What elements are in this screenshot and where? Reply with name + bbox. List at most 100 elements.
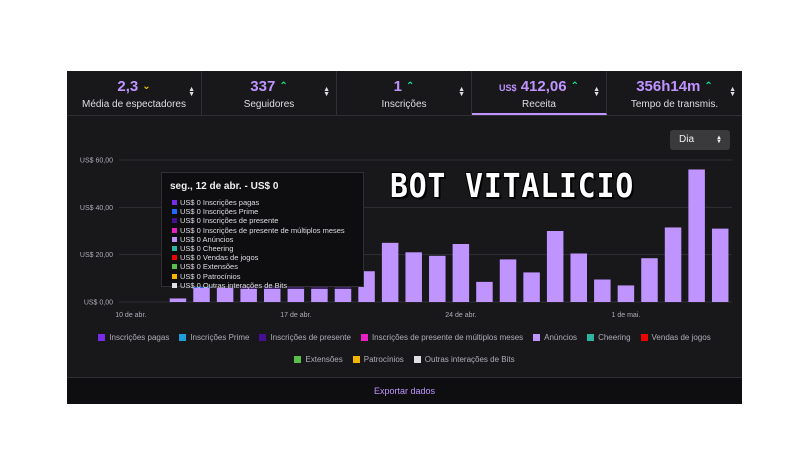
legend-item[interactable]: Cheering <box>587 332 631 342</box>
sort-icon[interactable]: ▲ ▼ <box>593 86 600 98</box>
chart-bar[interactable] <box>641 258 658 302</box>
period-select[interactable]: Dia ▲ ▼ <box>670 130 730 150</box>
legend-row: Inscrições pagas Inscrições Prime Inscriçõ… <box>67 330 742 344</box>
legend-item[interactable]: Inscrições de presente <box>259 333 351 342</box>
legend-item[interactable]: Inscrições Prime <box>179 333 249 342</box>
legend-label: Outras interações de Bits <box>424 354 515 364</box>
legend-item[interactable]: Inscrições de presente de múltiplos mese… <box>360 333 523 342</box>
chart-bar[interactable] <box>546 231 564 302</box>
y-tick-label: US$ 0,00 <box>84 300 113 307</box>
chart-bar[interactable] <box>570 253 588 302</box>
export-data-link[interactable]: Exportar dados <box>373 386 436 396</box>
chart-bar[interactable] <box>216 287 234 302</box>
chart-bar[interactable] <box>334 288 352 302</box>
tooltip-row: US$ 0 Inscrições pagas <box>172 198 363 207</box>
x-tick-label: 1 de mai. <box>612 312 641 319</box>
chart-tooltip: seg., 12 de abr. - US$ 0 US$ 0 Inscriçõe… <box>161 172 364 290</box>
trend-up-icon: ⌃ <box>704 81 713 92</box>
legend-item[interactable]: Outras interações de Bits <box>413 354 515 364</box>
tooltip-swatch <box>172 218 177 224</box>
chart-bar[interactable] <box>476 281 493 302</box>
stat-avg-viewers[interactable]: 2,3 ⌄ Média de espectadores ▲ ▼ <box>67 71 202 115</box>
legend-label: Inscrições Prime <box>190 332 250 342</box>
stat-label: Tempo de transmis. <box>630 99 719 110</box>
chart-bar[interactable] <box>169 298 187 302</box>
legend-item[interactable]: Vendas de jogos <box>640 333 711 342</box>
x-tick-label: 10 de abr. <box>115 312 146 319</box>
tooltip-row: US$ 0 Inscrições Prime <box>172 207 363 216</box>
chart-bar[interactable] <box>193 287 210 302</box>
stat-label: Receita <box>522 99 556 110</box>
watermark-text: BOT VITALICIO <box>390 166 635 205</box>
stat-followers[interactable]: 337 ⌃ Seguidores ▲ ▼ <box>202 71 337 115</box>
x-tick-label: 17 de abr. <box>280 312 311 319</box>
sort-icon[interactable]: ▲ ▼ <box>458 86 465 98</box>
chart-bar[interactable] <box>287 288 305 302</box>
x-tick-label: 24 de abr. <box>445 312 476 319</box>
stat-stream-time[interactable]: 356h14m ⌃ Tempo de transmis. ▲ ▼ <box>607 71 742 115</box>
legend-swatch <box>640 333 648 341</box>
tooltip-swatch <box>172 246 177 252</box>
sort-icon[interactable]: ▲ ▼ <box>729 86 736 98</box>
stat-label: Inscrições <box>381 99 427 110</box>
legend-swatch <box>179 333 187 341</box>
chart-bar[interactable] <box>688 169 705 302</box>
tooltip-row: US$ 0 Outras interações de Bits <box>172 281 363 290</box>
revenue-dashboard: 2,3 ⌄ Média de espectadores ▲ ▼ 337 ⌃ Segui… <box>67 71 742 404</box>
chart-bar[interactable] <box>664 227 682 302</box>
legend-item[interactable]: Anúncios <box>533 333 577 342</box>
chart-bar[interactable] <box>617 285 635 302</box>
trend-up-icon: ⌃ <box>570 81 579 92</box>
stat-label: Seguidores <box>243 99 295 110</box>
legend-swatch <box>360 333 368 341</box>
y-tick-label: US$ 60,00 <box>80 158 113 165</box>
stat-value: 337 <box>250 78 276 95</box>
legend-swatch <box>587 333 595 341</box>
tooltip-swatch <box>172 209 177 215</box>
chart-bar[interactable] <box>311 288 328 302</box>
sort-icon[interactable]: ▲ ▼ <box>188 86 195 98</box>
chart-bar[interactable] <box>711 228 729 302</box>
tooltip-swatch <box>172 227 177 233</box>
legend-label: Patrocínios <box>363 354 404 364</box>
tooltip-row-text: US$ 0 Inscrições pagas <box>180 198 260 208</box>
sort-icon[interactable]: ▲ ▼ <box>323 86 330 98</box>
chart-bar[interactable] <box>264 288 281 302</box>
tooltip-swatch <box>172 282 177 288</box>
legend-item[interactable]: Extensões <box>294 355 343 364</box>
legend-item[interactable]: Patrocínios <box>352 354 404 364</box>
chart-bar[interactable] <box>240 288 257 302</box>
legend-swatch <box>259 333 267 341</box>
stats-bar: 2,3 ⌄ Média de espectadores ▲ ▼ 337 ⌃ Segui… <box>67 71 742 115</box>
chart-bar[interactable] <box>405 252 422 302</box>
chart-bar[interactable] <box>452 244 470 302</box>
chart-bar[interactable] <box>381 242 399 302</box>
tooltip-row-text: US$ 0 Outras interações de Bits <box>180 280 288 290</box>
stat-prefix: US$ <box>499 83 517 93</box>
legend-label: Inscrições de presente <box>270 332 351 342</box>
tooltip-swatch <box>172 236 177 242</box>
tooltip-row: US$ 0 Patrocínios <box>172 272 363 281</box>
chart-bar[interactable] <box>499 259 517 302</box>
tooltip-swatch <box>172 264 177 270</box>
tooltip-swatch <box>172 273 177 279</box>
stat-revenue[interactable]: US$ 412,06 ⌃ Receita ▲ ▼ <box>472 71 607 115</box>
chart-legend: Inscrições pagas Inscrições Prime Inscriçõ… <box>67 330 742 374</box>
chart-bar[interactable] <box>429 255 446 302</box>
tooltip-row-text: US$ 0 Inscrições de presente de múltiplo… <box>180 225 345 235</box>
tooltip-row: US$ 0 Anúncios <box>172 235 363 244</box>
chart-bar[interactable] <box>523 272 540 302</box>
legend-item[interactable]: Inscrições pagas <box>98 333 169 342</box>
chart-bar[interactable] <box>594 279 611 302</box>
stat-value: 412,06 <box>520 78 567 95</box>
legend-label: Cheering <box>598 332 631 342</box>
legend-swatch <box>294 355 302 363</box>
tooltip-row-text: US$ 0 Extensões <box>180 262 238 272</box>
stat-value: 1 <box>393 78 402 95</box>
y-tick-label: US$ 40,00 <box>80 205 113 212</box>
stat-subscriptions[interactable]: 1 ⌃ Inscrições ▲ ▼ <box>337 71 472 115</box>
tooltip-row: US$ 0 Cheering <box>172 244 363 253</box>
tooltip-row: US$ 0 Inscrições de presente de múltiplo… <box>172 226 363 235</box>
trend-up-icon: ⌃ <box>279 81 288 92</box>
tooltip-swatch <box>172 200 177 206</box>
